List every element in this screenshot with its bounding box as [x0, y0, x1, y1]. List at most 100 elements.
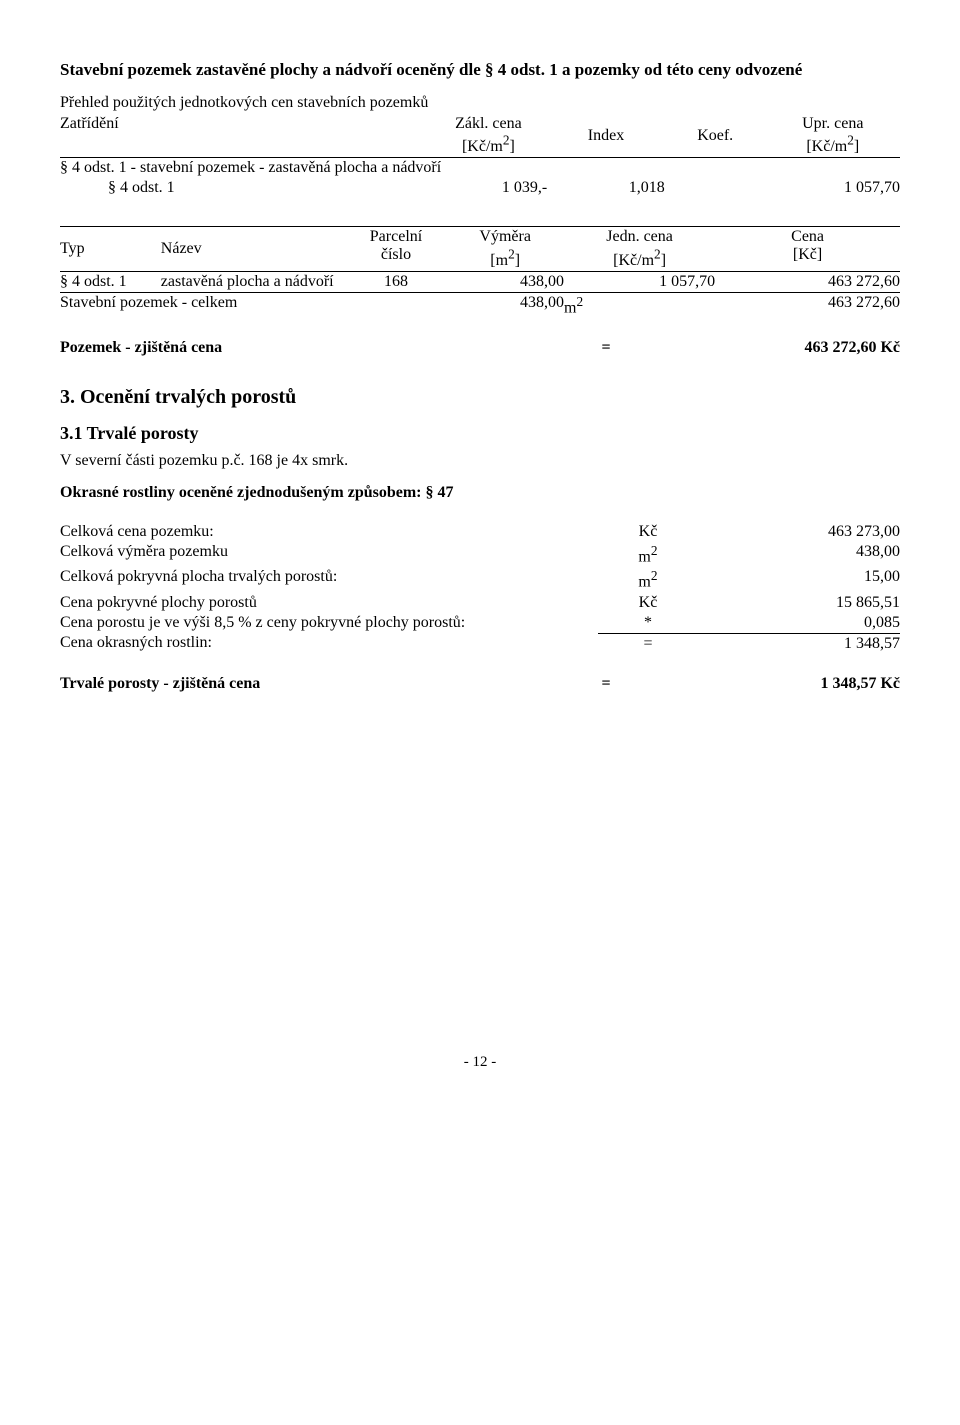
table1-row-group: § 4 odst. 1 - stavební pozemek - zastavě… — [60, 158, 900, 179]
unit-text: [Kč/m — [462, 138, 503, 155]
r1-nazev: zastavěná plocha a nádvoří — [161, 271, 346, 292]
t3-r6-val: 1 348,57 — [698, 633, 900, 654]
table2: Typ Název Parcelní číslo Výměra [m2] Jed… — [60, 226, 900, 318]
subheading-47: Okrasné rostliny oceněné zjednodušeným z… — [60, 484, 900, 502]
sum-vymera: 438,00 — [446, 292, 564, 318]
hdr-parcelni-text: Parcelní — [370, 228, 422, 245]
sup2: 2 — [654, 246, 661, 261]
result1: Pozemek - zjištěná cena = 463 272,60 Kč — [60, 338, 900, 358]
sup2: 2 — [503, 133, 510, 148]
unit-text: [Kč/m — [613, 252, 654, 269]
r1-cena: 463 272,60 — [715, 271, 900, 292]
close-bracket: ] — [515, 252, 520, 269]
t3-r3: Celková pokryvná plocha trvalých porostů… — [60, 567, 900, 592]
page-number: - 12 - — [60, 1054, 900, 1071]
hdr-nazev: Název — [161, 227, 346, 271]
sup2: 2 — [576, 294, 583, 309]
sup2: 2 — [651, 568, 658, 583]
row2-index: 1,018 — [547, 178, 665, 198]
unit-m: m — [638, 574, 650, 591]
close-bracket: ] — [661, 252, 666, 269]
table2-sum-row: Stavební pozemek - celkem 438,00 m2 463 … — [60, 292, 900, 318]
t3-r4-label: Cena pokryvné plochy porostů — [60, 593, 598, 613]
table1-header-row: Zatřídění Zákl. cena [Kč/m2] Index Koef.… — [60, 114, 900, 158]
hdr-cena: Cena [Kč] — [715, 227, 900, 271]
row2-koef — [665, 178, 766, 198]
heading-3-1: 3.1 Trvalé porosty — [60, 423, 900, 444]
hdr-upr-cena: Upr. cena [Kč/m2] — [766, 114, 900, 158]
t3-r1: Celková cena pozemku: Kč 463 273,00 — [60, 522, 900, 542]
result1-eq: = — [547, 338, 665, 358]
row2-upr: 1 057,70 — [766, 178, 900, 198]
t3-r5-label: Cena porostu je ve výši 8,5 % z ceny pok… — [60, 613, 598, 634]
result2-value: 1 348,57 Kč — [665, 674, 900, 694]
close-bracket: ] — [854, 138, 859, 155]
r1-jedn: 1 057,70 — [564, 271, 715, 292]
hdr-zakl-cena-text: Zákl. cena — [455, 115, 522, 132]
t3-r5-val: 0,085 — [698, 613, 900, 634]
t3-r3-unit: m2 — [598, 567, 699, 592]
hdr-zakl-cena: Zákl. cena [Kč/m2] — [430, 114, 548, 158]
hdr-cena-unit: [Kč] — [793, 246, 822, 263]
unit-text: [Kč/m — [806, 138, 847, 155]
t3-r6-unit: = — [598, 633, 699, 654]
hdr-vymera-unit: [m2] — [490, 252, 520, 269]
t3-r3-val: 15,00 — [698, 567, 900, 592]
r1-parcel: 168 — [346, 271, 447, 292]
sup2: 2 — [651, 543, 658, 558]
sum-label: Stavební pozemek - celkem — [60, 292, 446, 318]
result2-label: Trvalé porosty - zjištěná cena — [60, 674, 547, 694]
t3-r4-unit: Kč — [598, 593, 699, 613]
hdr-koef: Koef. — [665, 114, 766, 158]
t3-r1-val: 463 273,00 — [698, 522, 900, 542]
hdr-jedn: Jedn. cena [Kč/m2] — [564, 227, 715, 271]
sup2: 2 — [508, 246, 515, 261]
hdr-vymera-text: Výměra — [479, 228, 531, 245]
t3-r5: Cena porostu je ve výši 8,5 % z ceny pok… — [60, 613, 900, 634]
hdr-jedn-text: Jedn. cena — [606, 228, 673, 245]
section-title: Stavební pozemek zastavěné plochy a nádv… — [60, 60, 900, 80]
hdr-cislo-text: číslo — [381, 246, 411, 263]
t3-r2-label: Celková výměra pozemku — [60, 542, 598, 567]
sum-unit: m2 — [564, 292, 715, 318]
t3-r4: Cena pokryvné plochy porostů Kč 15 865,5… — [60, 593, 900, 613]
hdr-upr-cena-unit: [Kč/m2] — [806, 138, 859, 155]
hdr-upr-cena-text: Upr. cena — [802, 115, 863, 132]
r1-typ: § 4 odst. 1 — [60, 271, 161, 292]
r1-vymera: 438,00 — [446, 271, 564, 292]
table1-caption: Přehled použitých jednotkových cen stave… — [60, 94, 900, 112]
result2-eq: = — [547, 674, 665, 694]
hdr-vymera: Výměra [m2] — [446, 227, 564, 271]
t3-r2: Celková výměra pozemku m2 438,00 — [60, 542, 900, 567]
unit-m: m — [638, 548, 650, 565]
result1-label: Pozemek - zjištěná cena — [60, 338, 547, 358]
t3-r3-label: Celková pokryvná plocha trvalých porostů… — [60, 567, 598, 592]
t3-r6-label: Cena okrasných rostlin: — [60, 633, 598, 654]
unit-m: m — [564, 299, 576, 316]
unit-text: [m — [490, 252, 508, 269]
hdr-zakl-cena-unit: [Kč/m2] — [462, 138, 515, 155]
table1: Zatřídění Zákl. cena [Kč/m2] Index Koef.… — [60, 114, 900, 198]
result1-value: 463 272,60 Kč — [665, 338, 900, 358]
sum-cena: 463 272,60 — [715, 292, 900, 318]
hdr-typ: Typ — [60, 227, 161, 271]
row1-label: § 4 odst. 1 - stavební pozemek - zastavě… — [60, 158, 900, 179]
table1-row2: § 4 odst. 1 1 039,- 1,018 1 057,70 — [60, 178, 900, 198]
paragraph-3-1: V severní části pozemku p.č. 168 je 4x s… — [60, 452, 900, 470]
t3-r6: Cena okrasných rostlin: = 1 348,57 — [60, 633, 900, 654]
t3-r2-unit: m2 — [598, 542, 699, 567]
sup2: 2 — [847, 133, 854, 148]
result2: Trvalé porosty - zjištěná cena = 1 348,5… — [60, 674, 900, 694]
t3-r5-unit: * — [598, 613, 699, 634]
hdr-cena-text: Cena — [791, 228, 824, 245]
row2-zakl: 1 039,- — [430, 178, 548, 198]
hdr-zatrideni: Zatřídění — [60, 114, 430, 158]
close-bracket: ] — [510, 138, 515, 155]
hdr-index: Index — [547, 114, 665, 158]
table3: Celková cena pozemku: Kč 463 273,00 Celk… — [60, 522, 900, 654]
row2-label: § 4 odst. 1 — [60, 178, 430, 198]
t3-r1-unit: Kč — [598, 522, 699, 542]
t3-r4-val: 15 865,51 — [698, 593, 900, 613]
hdr-jedn-unit: [Kč/m2] — [613, 252, 666, 269]
t3-r2-val: 438,00 — [698, 542, 900, 567]
